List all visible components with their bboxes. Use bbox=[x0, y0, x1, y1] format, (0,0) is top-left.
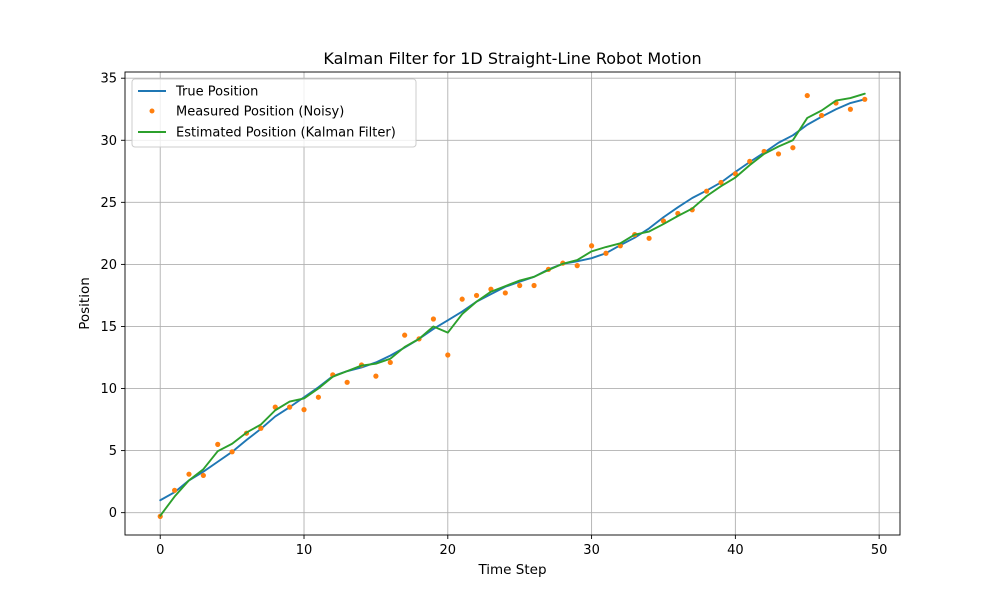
measured-position-noisy-point bbox=[186, 471, 192, 477]
measured-position-noisy-point bbox=[172, 487, 178, 493]
measured-position-noisy-point bbox=[301, 407, 307, 413]
y-tick-label: 10 bbox=[100, 382, 117, 397]
measured-position-noisy-point bbox=[287, 404, 293, 410]
measured-position-noisy-point bbox=[574, 263, 580, 269]
measured-position-noisy-point bbox=[646, 235, 652, 241]
y-tick-label: 20 bbox=[100, 258, 117, 273]
legend-estimated-position-label: Estimated Position (Kalman Filter) bbox=[176, 126, 396, 141]
measured-position-noisy-point bbox=[531, 282, 537, 289]
measured-position-noisy-point bbox=[588, 243, 595, 249]
measured-position-noisy-point bbox=[445, 352, 451, 358]
plot-frame bbox=[124, 71, 901, 536]
measured-position-noisy-point bbox=[387, 359, 393, 366]
measured-position-noisy-point bbox=[775, 151, 782, 157]
y-tick-label: 25 bbox=[100, 196, 117, 211]
measured-position-noisy-point bbox=[402, 332, 408, 338]
measured-position-noisy-point bbox=[473, 292, 480, 299]
measured-position-noisy-point bbox=[819, 112, 825, 119]
y-tick-label: 5 bbox=[109, 444, 117, 459]
measured-position-noisy-point bbox=[732, 171, 738, 177]
y-tick-label: 15 bbox=[100, 320, 117, 335]
measured-position-noisy-point bbox=[215, 441, 221, 447]
measured-position-noisy-point bbox=[704, 188, 710, 194]
x-axis-label: Time Step bbox=[477, 562, 546, 578]
measured-position-noisy-point bbox=[229, 449, 235, 455]
x-tick-label: 50 bbox=[871, 543, 888, 558]
series-layer bbox=[157, 92, 868, 519]
measured-position-noisy-point bbox=[315, 394, 321, 400]
measured-position-noisy-point bbox=[790, 145, 796, 151]
x-tick-label: 10 bbox=[296, 543, 313, 558]
chart-title: Kalman Filter for 1D Straight-Line Robot… bbox=[323, 49, 701, 68]
legend-true-position-label: True Position bbox=[175, 85, 258, 100]
measured-position-noisy-point bbox=[862, 96, 868, 102]
x-tick-label: 30 bbox=[583, 543, 600, 558]
x-tick-label: 0 bbox=[156, 543, 164, 558]
y-tick-label: 30 bbox=[100, 134, 117, 149]
axis-ticks: 0 10 20 30 40 50 0 5 10 15 20 25 30 35 bbox=[100, 72, 887, 558]
measured-position-noisy-point bbox=[847, 106, 853, 112]
measured-position-noisy-point bbox=[344, 379, 350, 385]
measured-position-noisy-point bbox=[804, 92, 810, 99]
measured-position-noisy-point bbox=[459, 296, 465, 302]
measured-position-noisy-point bbox=[258, 425, 264, 431]
measured-position-noisy-point bbox=[603, 250, 609, 256]
measured-position-noisy-point bbox=[502, 290, 508, 296]
legend-box bbox=[131, 78, 417, 148]
legend-measured-position-label: Measured Position (Noisy) bbox=[176, 105, 344, 120]
x-tick-label: 20 bbox=[440, 543, 457, 558]
measured-position-noisy-point bbox=[200, 472, 206, 479]
measured-position-noisy-point bbox=[747, 158, 753, 164]
x-tick-label: 40 bbox=[727, 543, 744, 558]
y-tick-label: 35 bbox=[100, 72, 117, 87]
y-tick-label: 0 bbox=[109, 506, 117, 521]
legend: True Position Measured Position (Noisy) … bbox=[131, 78, 417, 148]
legend-measured-position-swatch bbox=[149, 108, 155, 114]
measured-position-noisy-point bbox=[373, 373, 379, 379]
y-axis-label: Position bbox=[77, 277, 93, 330]
measured-position-noisy-point bbox=[517, 282, 523, 289]
measured-position-noisy-point bbox=[430, 316, 437, 322]
measured-position-noisy-point bbox=[718, 179, 724, 186]
estimated-position-kalman-filter-line bbox=[159, 92, 866, 517]
